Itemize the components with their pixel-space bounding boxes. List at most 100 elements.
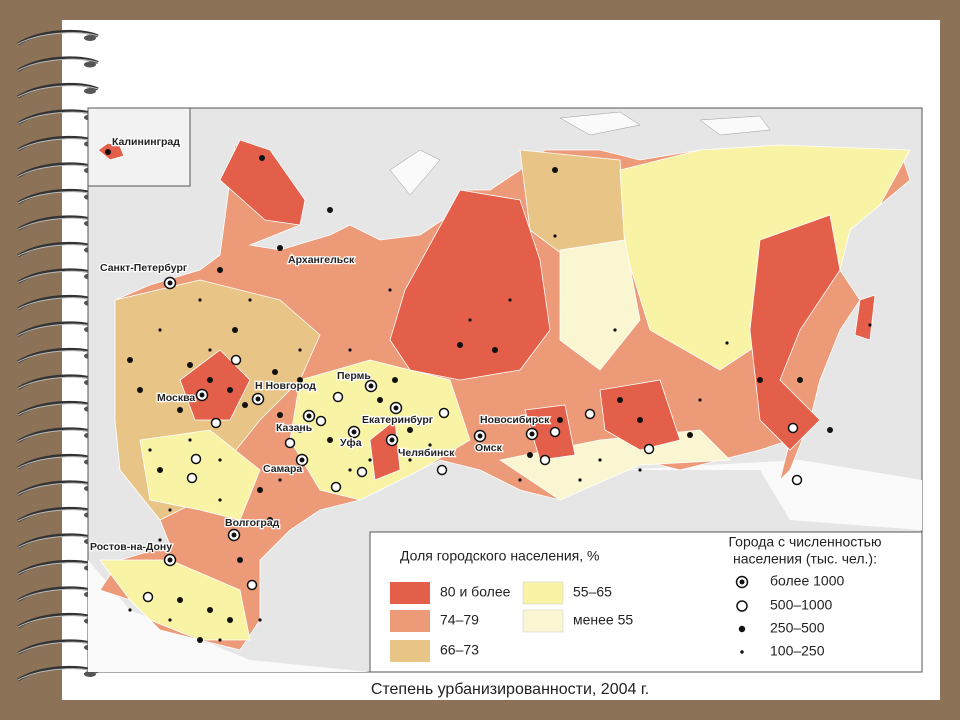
city-dot [208,348,212,352]
islands [389,111,771,196]
ring [17,32,99,45]
city-dot [187,362,193,368]
city-dot [157,467,163,473]
city-dot [787,422,799,434]
city-dot [613,328,617,332]
city-dot [327,437,333,443]
city-legend-title: населения (тыс. чел.): [733,551,877,567]
city-dot [527,452,533,458]
city-dot [351,429,357,435]
region [559,239,641,371]
city-symbol [740,650,744,654]
legend-item: менее 55 [573,612,633,628]
city-dot [377,397,383,403]
city-dot [638,468,642,472]
city-dot [227,387,233,393]
city-label: Москва [157,392,195,404]
city-dot [297,377,303,383]
city-dot [518,478,522,482]
city-dot [142,591,154,603]
city-dot [578,478,582,482]
city-dot [868,323,872,327]
legend-swatch [522,609,564,633]
city-dot [637,417,643,423]
city-dot [237,557,243,563]
regions [99,139,911,651]
city-dot [330,481,342,493]
city-label: Челябинск [398,447,455,459]
city-label: Самара [263,463,302,475]
city-dot [232,327,238,333]
city-dot [584,408,596,420]
city-dot [389,437,395,443]
legend-box [369,531,923,673]
city-label: Екатеринбург [362,414,434,426]
caption: Степень урбанизированности, 2004 г. [371,681,649,698]
city-dot [332,391,344,403]
ring-hole [84,61,96,68]
city-dot [284,437,296,449]
city-dot [757,377,763,383]
city-dot [392,377,398,383]
legend-swatch [390,610,430,632]
city-legend-item: 100–250 [770,643,825,659]
city-dot [148,448,152,452]
city-label: Омск [475,442,503,454]
cities [127,155,872,643]
city-dot [791,474,803,486]
city-dot [199,392,205,398]
ring-hole [84,88,96,94]
inset-region [97,142,125,161]
city-dot [617,397,623,403]
city-label: Уфа [340,437,362,449]
city-dot [158,538,162,542]
city-dot [557,417,563,423]
city-dot [137,387,143,393]
city-dot [230,354,242,366]
city-dot [643,443,655,455]
city-label: Ростов-на-Дону [90,541,172,553]
city-dot [207,377,213,383]
city-dot [598,458,602,462]
region [219,139,306,226]
city-dot [297,427,303,433]
city-dot [277,412,283,418]
city-legend-item: 250–500 [770,620,825,636]
city-dot [368,458,372,462]
city-dot [725,341,729,345]
city-dot [508,298,512,302]
city-dot [158,328,162,332]
region [99,559,251,641]
city-symbol [738,625,746,633]
city-dot [687,432,693,438]
legend: Доля городского населения, % 80 и более … [369,531,923,673]
region [498,429,731,501]
city-dot [218,498,222,502]
region [179,349,251,421]
city-dot [348,468,352,472]
city-dot [298,348,302,352]
city-label: Н Новгород [255,380,316,392]
city-symbol [739,579,745,585]
city-dot [388,288,392,292]
city-dot [278,478,282,482]
city-dot [210,417,222,429]
city-label: Волгоград [225,517,280,529]
neighbor-land [88,460,922,672]
city-dot [438,407,450,419]
ring-hole [84,35,96,41]
city-symbol [736,600,748,612]
city-label: Архангельск [288,254,355,266]
city-dot [246,579,258,591]
city-dot [167,557,173,563]
city-legend-title: Города с численностью [729,534,882,550]
city-dot [248,298,252,302]
city-dot [128,608,132,612]
legend-swatch [522,581,564,605]
ring [17,58,99,71]
city-dot [553,234,557,238]
city-dot [168,508,172,512]
city-label: Новосибирск [480,414,550,426]
city-dot [186,472,198,484]
